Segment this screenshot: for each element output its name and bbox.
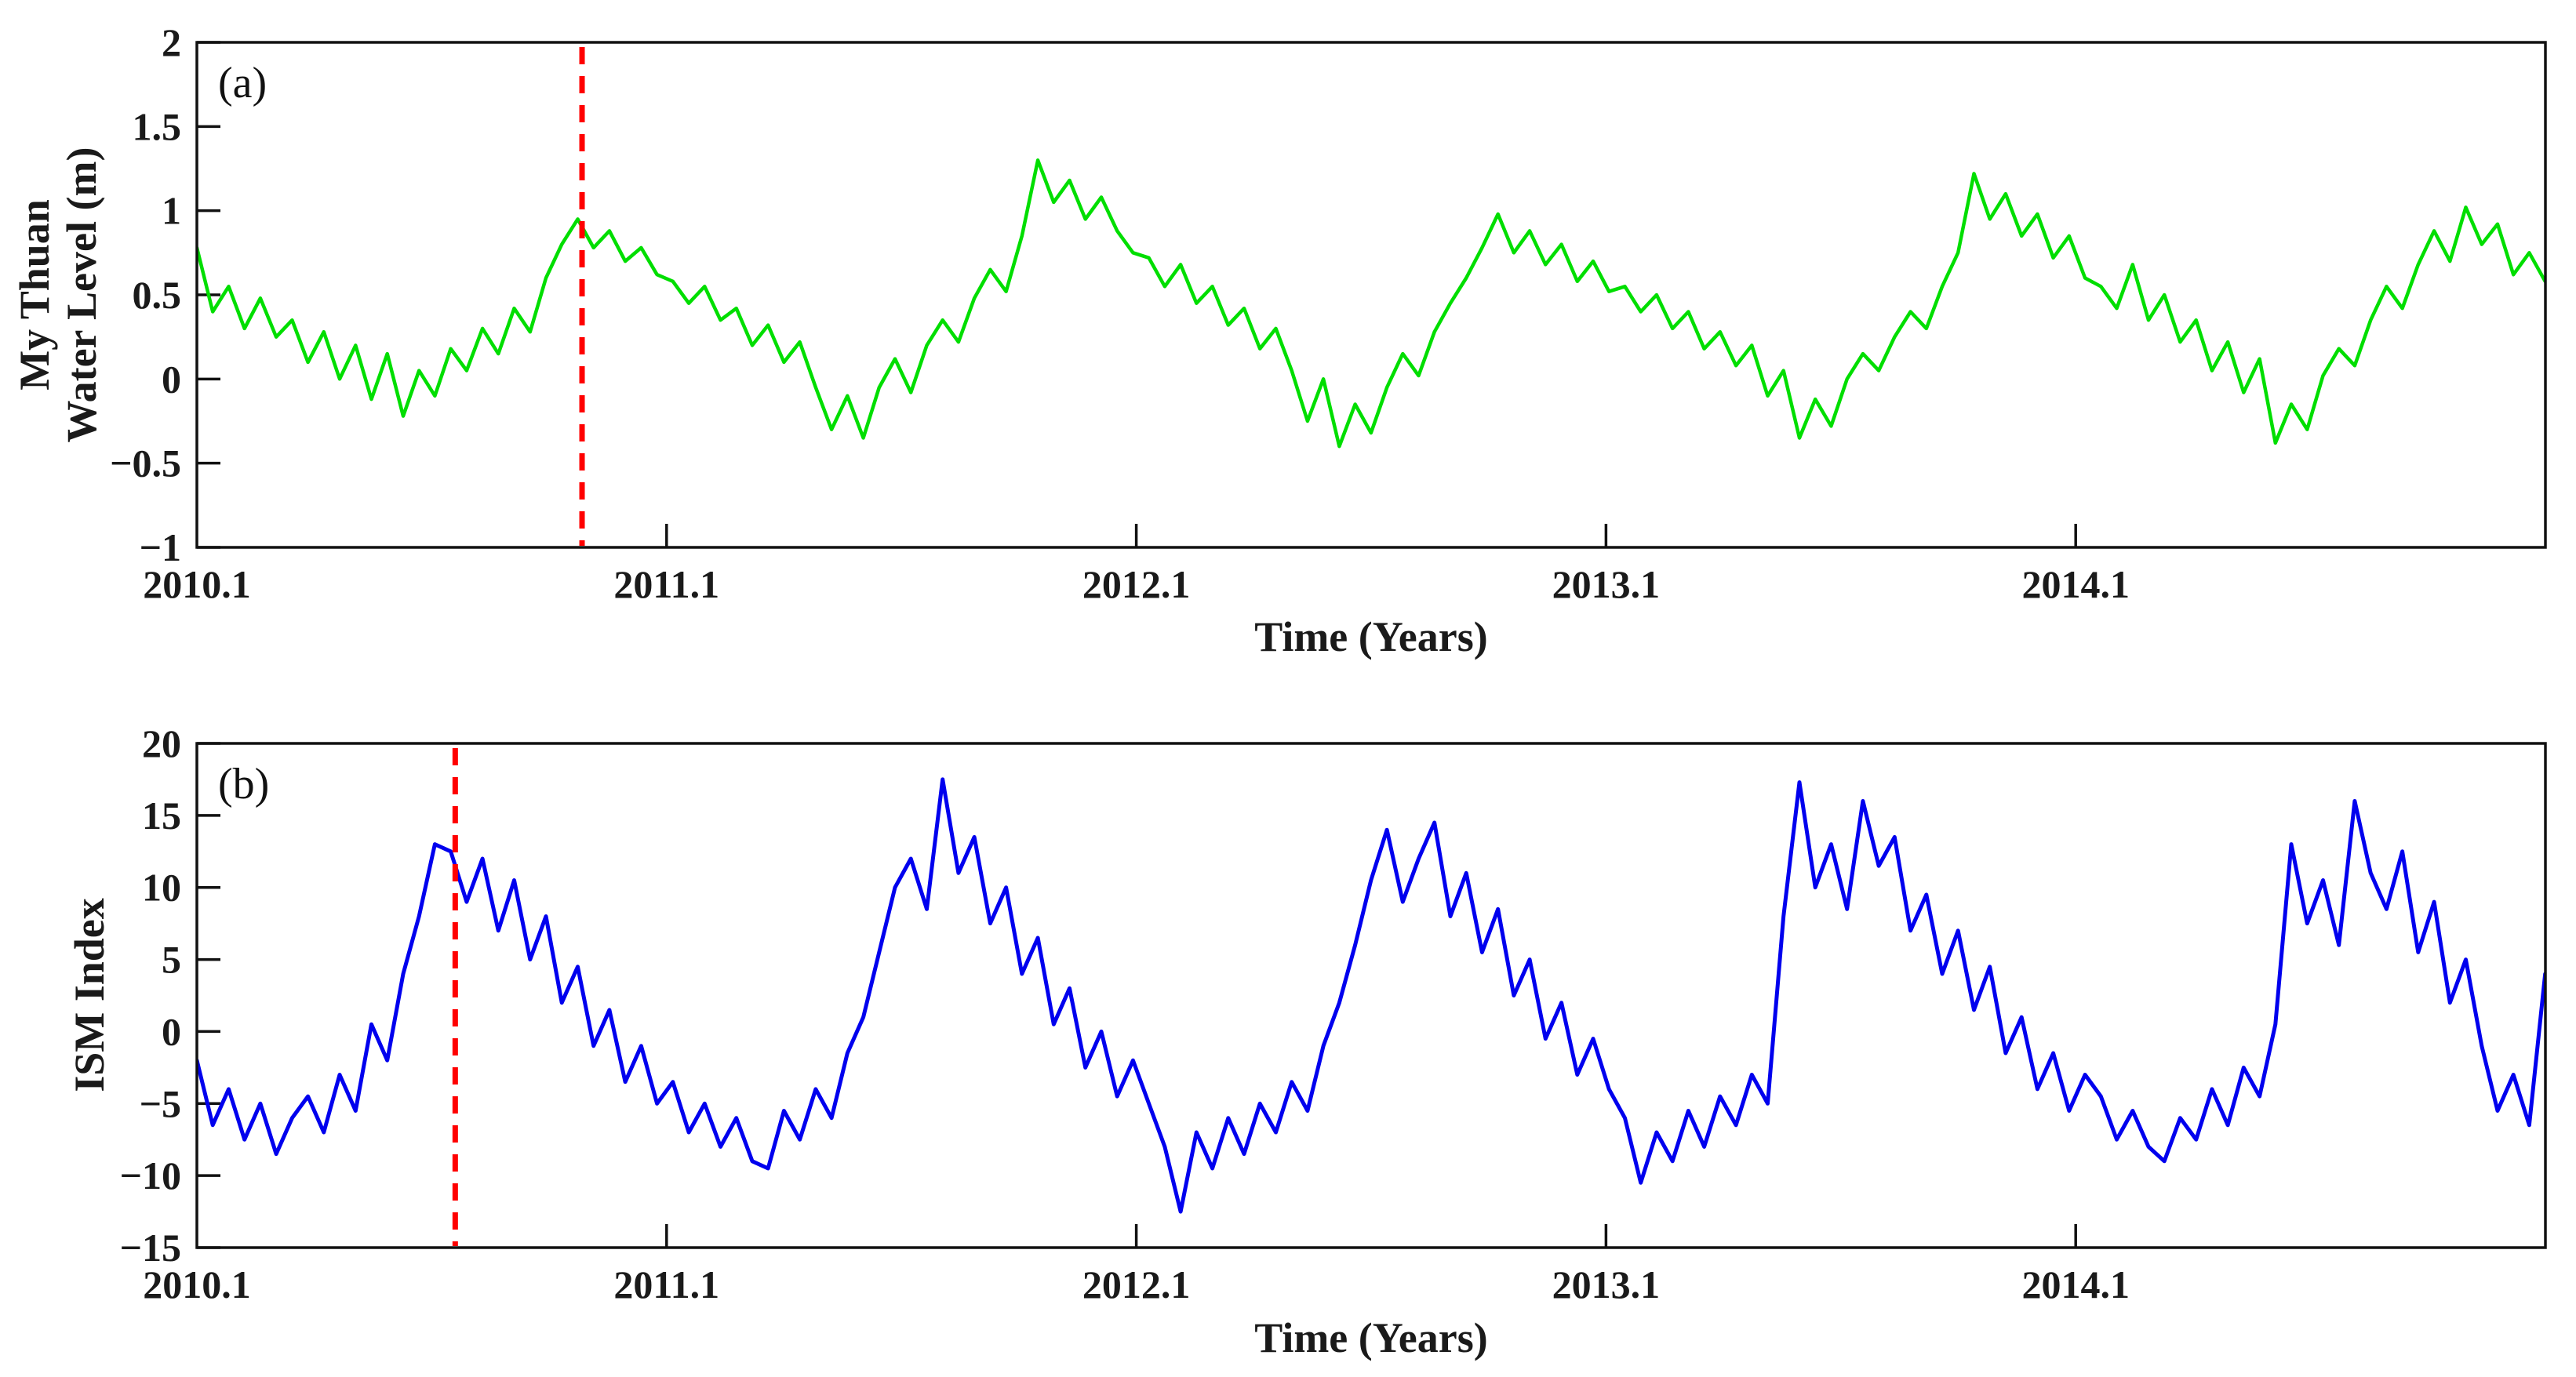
panel-b-xlabel: Time (Years): [1254, 1314, 1487, 1361]
panel-b-tag: (b): [218, 760, 269, 808]
x-tick-label: 2013.1: [1552, 562, 1661, 606]
x-tick-label: 2014.1: [2021, 562, 2130, 606]
y-tick-label: −5: [140, 1081, 182, 1125]
panel-a-plot-border: [195, 41, 2547, 549]
y-tick-label: 2: [162, 20, 181, 64]
x-tick-label: 2011.1: [613, 562, 719, 606]
y-tick-label: 5: [162, 938, 181, 982]
panel-a-tag: (a): [218, 59, 267, 107]
x-tick-label: 2013.1: [1552, 1263, 1661, 1306]
panel-a-xlabel: Time (Years): [1254, 613, 1487, 660]
y-tick-label: −10: [120, 1154, 182, 1197]
data-series-line: [197, 777, 2545, 1214]
panel-b-plot-border: [195, 742, 2547, 1249]
panel-a-ylabel-line1: My Thuan: [11, 199, 58, 391]
y-tick-label: 20: [142, 721, 181, 765]
x-tick-label: 2012.1: [1082, 562, 1191, 606]
x-tick-label: 2010.1: [143, 562, 251, 606]
y-tick-label: 1.5: [133, 104, 182, 148]
x-tick-label: 2012.1: [1082, 1263, 1191, 1306]
panel-a-ylabel-line2: Water Level (m): [58, 147, 105, 443]
y-tick-label: −0.5: [110, 441, 181, 485]
y-tick-label: 10: [142, 866, 181, 910]
x-tick-label: 2010.1: [143, 1263, 251, 1306]
x-tick-label: 2011.1: [613, 1263, 719, 1306]
panel-b-ylabel: ISM Index: [66, 898, 113, 1092]
y-tick-label: 0: [162, 1009, 181, 1053]
y-tick-label: 15: [142, 794, 181, 837]
data-series-line: [197, 158, 2545, 449]
y-tick-label: −15: [120, 1226, 182, 1270]
y-tick-label: −1: [140, 525, 182, 569]
y-tick-label: 0.5: [133, 273, 182, 317]
x-tick-label: 2014.1: [2021, 1263, 2130, 1306]
y-tick-label: 1: [162, 189, 181, 233]
y-tick-label: 0: [162, 357, 181, 401]
